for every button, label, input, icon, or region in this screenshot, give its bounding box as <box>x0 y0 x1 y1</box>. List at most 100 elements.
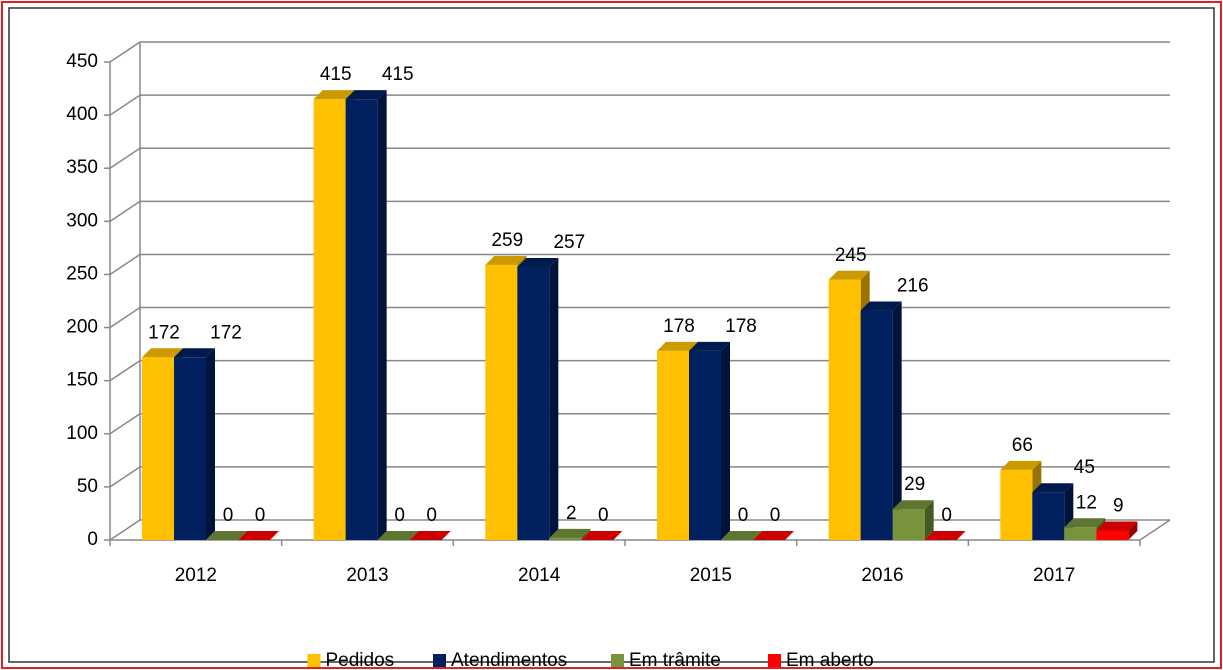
value-label: 12 <box>1076 492 1097 513</box>
bar-side <box>1128 521 1138 540</box>
bar-top <box>238 531 279 540</box>
value-label: 29 <box>904 474 925 495</box>
value-label: 259 <box>491 230 523 251</box>
bar-top <box>1000 460 1042 470</box>
bar-top <box>924 531 966 540</box>
bar-side <box>581 528 591 540</box>
bar <box>142 357 174 540</box>
value-label: 0 <box>598 505 609 526</box>
y-tick-label: 100 <box>66 423 98 444</box>
bar <box>892 509 925 540</box>
grid-line-side <box>109 41 141 63</box>
bar-top <box>313 90 355 100</box>
bar-side <box>721 341 730 540</box>
value-label: 415 <box>320 64 352 85</box>
grid-line-side <box>109 466 141 488</box>
bar-top <box>517 258 559 268</box>
y-tick-label: 300 <box>66 210 98 231</box>
value-label: 0 <box>941 505 952 526</box>
bar-top <box>657 341 698 351</box>
value-label: 0 <box>738 505 749 526</box>
grid-line-side <box>109 519 141 541</box>
bar-top <box>1064 518 1106 528</box>
bar-top <box>377 531 419 540</box>
bar-top <box>549 528 591 538</box>
bar-top <box>828 270 870 280</box>
bar <box>828 279 861 540</box>
bar-side <box>377 90 387 540</box>
x-tick-label: 2013 <box>346 565 388 586</box>
x-tick-label: 2015 <box>690 565 732 586</box>
value-label: 257 <box>553 232 585 253</box>
value-label: 216 <box>897 276 929 297</box>
bar-top <box>892 500 934 510</box>
value-label: 0 <box>770 505 781 526</box>
value-label: 178 <box>663 316 695 337</box>
grid-line-side <box>109 200 141 222</box>
y-tick-label: 250 <box>66 263 98 284</box>
y-tick-label: 50 <box>77 476 98 497</box>
bar-top <box>206 531 247 540</box>
grid-line-side <box>109 94 141 116</box>
x-tick-label: 2017 <box>1033 565 1075 586</box>
value-label: 66 <box>1012 435 1033 456</box>
value-label: 0 <box>223 505 234 526</box>
bar <box>1032 492 1065 540</box>
value-label: 0 <box>426 505 437 526</box>
legend-swatch <box>611 654 624 667</box>
y-tick-label: 150 <box>66 370 98 391</box>
bar <box>689 350 721 540</box>
bar <box>657 350 689 540</box>
value-label: 245 <box>835 245 867 266</box>
grid-line-side <box>109 413 141 435</box>
bar <box>1064 527 1097 540</box>
bar-top <box>1096 521 1138 531</box>
bar <box>517 267 550 540</box>
y-tick-label: 400 <box>66 104 98 125</box>
grid-line-side <box>109 147 141 169</box>
bar-top <box>142 348 183 358</box>
bar <box>345 99 378 540</box>
value-label: 0 <box>255 505 266 526</box>
bar-top <box>345 90 387 100</box>
bar-top <box>721 531 762 540</box>
bar <box>174 357 206 540</box>
bar-top <box>581 531 623 540</box>
bar <box>1000 469 1033 540</box>
bar-top <box>409 531 451 540</box>
value-label: 172 <box>210 322 242 343</box>
x-tick-label: 2014 <box>518 565 561 586</box>
y-tick-label: 200 <box>66 317 98 338</box>
grid-line-side <box>109 306 141 329</box>
value-label: 415 <box>382 64 414 85</box>
y-tick-label: 350 <box>66 157 98 178</box>
bar-top <box>485 255 527 265</box>
legend-swatch <box>768 654 781 667</box>
legend-label: Em trâmite <box>629 650 721 670</box>
bar-side <box>549 258 559 540</box>
bar <box>1096 530 1129 540</box>
legend-label: Pedidos <box>326 650 395 670</box>
legend-label: Em aberto <box>786 650 874 670</box>
y-tick-label: 450 <box>66 51 98 72</box>
value-label: 172 <box>148 322 180 343</box>
bar-side <box>892 301 902 540</box>
bar-top <box>753 531 794 540</box>
bar <box>549 537 582 540</box>
y-tick-label: 0 <box>87 529 98 550</box>
x-tick-label: 2016 <box>861 565 903 586</box>
bar <box>860 310 893 540</box>
bar-top <box>689 341 730 351</box>
value-label: 45 <box>1074 457 1095 478</box>
bar-top <box>174 348 215 358</box>
value-label: 0 <box>394 505 405 526</box>
x-tick-label: 2012 <box>175 565 217 586</box>
legend-swatch <box>307 654 321 667</box>
inner-frame <box>8 7 1215 663</box>
value-label: 178 <box>725 316 757 337</box>
bar-top <box>1032 483 1074 493</box>
bar <box>313 99 346 540</box>
bar-side <box>924 500 934 540</box>
